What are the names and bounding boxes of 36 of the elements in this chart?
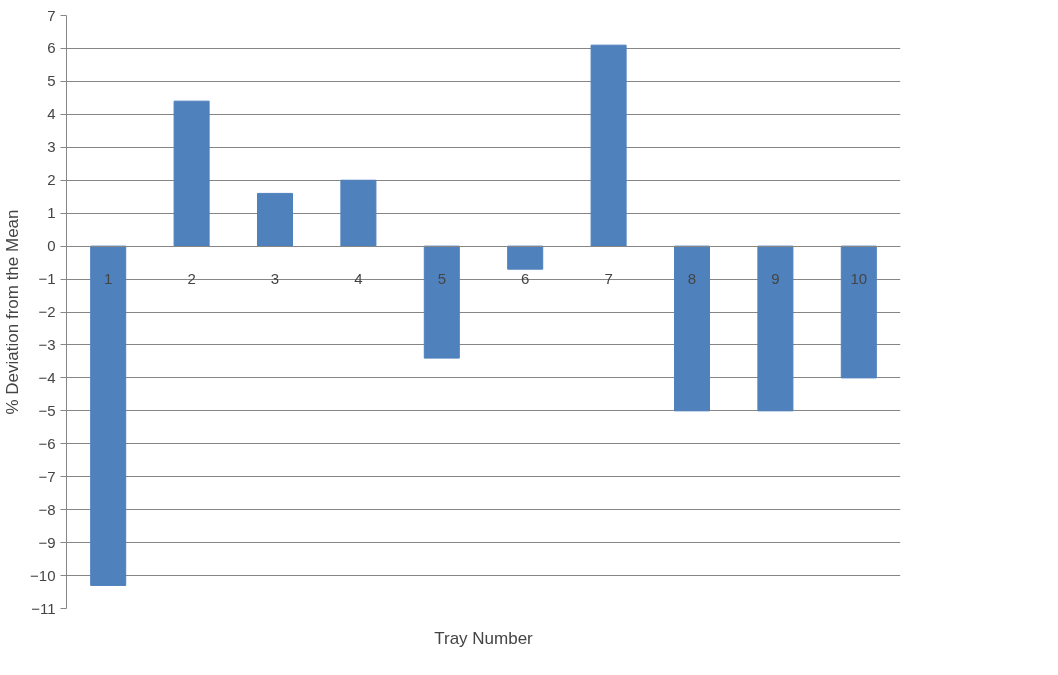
y-tick-label: −1 [38, 270, 56, 288]
y-tick-label: 1 [47, 204, 56, 222]
y-tick-label: −7 [38, 467, 56, 485]
x-axis-title: Tray Number [434, 628, 534, 648]
y-tick-label: 7 [47, 6, 56, 24]
y-tick-label: −8 [38, 500, 56, 518]
y-tick-label: −6 [38, 434, 56, 452]
bar [256, 192, 294, 247]
x-tick-label: 10 [850, 270, 868, 288]
bar [173, 100, 210, 247]
bar [507, 245, 544, 270]
y-tick-label: −2 [38, 303, 56, 320]
x-tick-label: 8 [687, 270, 697, 288]
bar [757, 245, 794, 412]
bar [840, 245, 877, 379]
y-tick-label: 6 [47, 39, 56, 57]
y-axis-title: % Deviation from the Mean [3, 209, 23, 415]
bar [340, 179, 377, 247]
y-tick-label: 2 [47, 171, 56, 189]
y-tick-label: −11 [31, 599, 56, 617]
y-tick-label: −9 [38, 533, 56, 551]
y-tick-label: −5 [38, 401, 56, 419]
bar [590, 44, 627, 247]
y-tick-label: −3 [38, 335, 56, 353]
bar [673, 245, 711, 412]
x-tick-label: 5 [437, 270, 446, 288]
y-tick-label: 4 [47, 105, 56, 123]
y-tick-label: 3 [47, 138, 56, 156]
bar [90, 245, 127, 586]
x-tick-label: 1 [104, 270, 113, 288]
x-tick-label: 9 [771, 270, 780, 288]
bar [423, 245, 460, 359]
y-tick-label: −4 [38, 368, 56, 386]
y-tick-label: 5 [47, 72, 56, 90]
y-tick-label: −10 [30, 566, 56, 584]
y-tick-label: 0 [47, 237, 56, 255]
